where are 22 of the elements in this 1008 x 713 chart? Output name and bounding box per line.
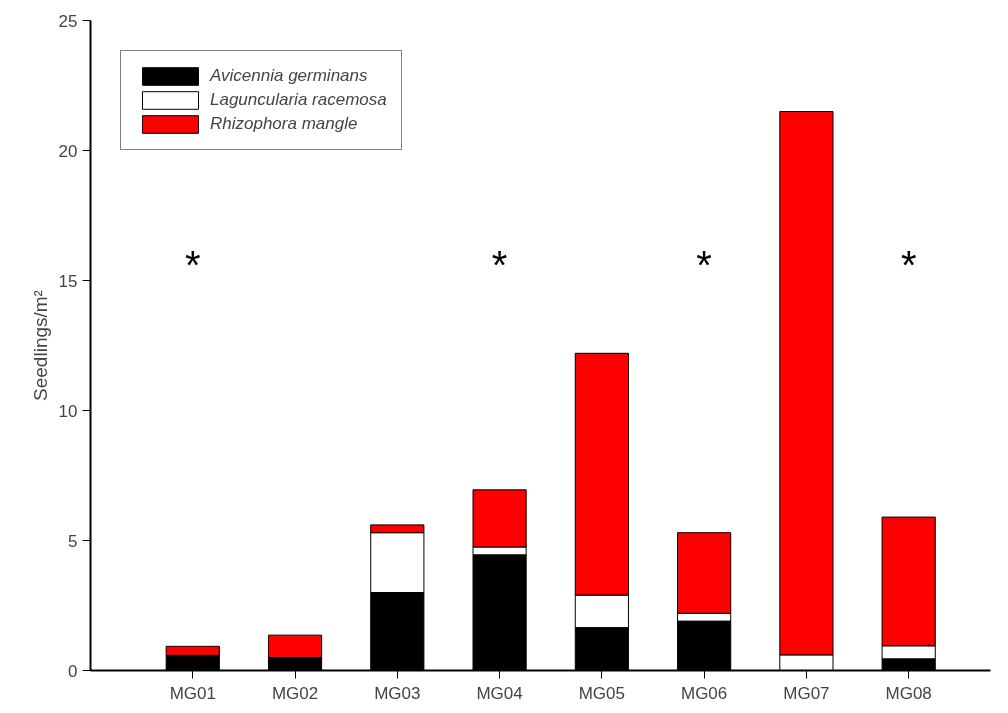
x-tick-label: MG03	[374, 683, 421, 703]
x-tick-label: MG07	[783, 683, 830, 703]
y-tick-label: 5	[68, 531, 78, 551]
annotation: *	[184, 242, 201, 287]
x-tick-label: MG02	[271, 683, 319, 703]
annotation: *	[491, 242, 508, 287]
y-tick-label: 0	[68, 661, 78, 681]
y-tick-label: 20	[58, 141, 78, 161]
y-axis-title: Seedlings/m²	[29, 290, 51, 401]
y-tick-label: 10	[58, 401, 78, 421]
annotation: *	[696, 242, 712, 287]
x-tick-label: MG08	[885, 683, 932, 703]
legend-label: Rhizophora mangle	[210, 114, 358, 134]
legend-label: Laguncularia racemosa	[210, 90, 387, 110]
legend-label: Avicennia germinans	[210, 66, 368, 86]
x-tick-label: MG04	[476, 683, 523, 703]
x-tick-label: MG06	[680, 683, 728, 703]
x-tick-label: MG05	[578, 683, 626, 703]
x-tick-label: MG01	[169, 683, 216, 703]
y-tick-label: 25	[58, 11, 78, 31]
y-tick-label: 15	[58, 271, 78, 291]
annotation: *	[900, 242, 917, 287]
